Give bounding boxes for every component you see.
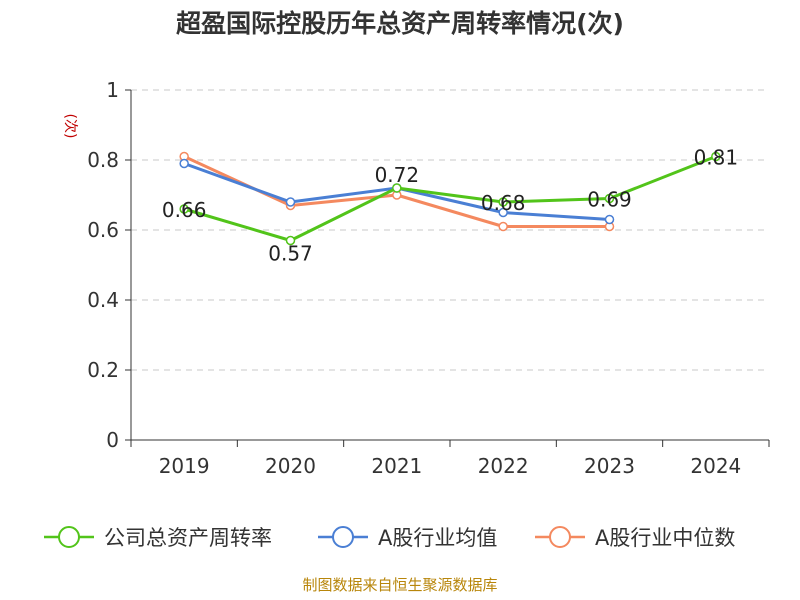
source-footer: 制图数据来自恒生聚源数据库 [302,576,497,594]
legend-item[interactable]: A股行业均值 [318,526,497,550]
data-label: 0.72 [375,163,420,187]
chart-title: 超盈国际控股历年总资产周转率情况(次) [176,9,624,38]
x-tick-label: 2019 [159,454,210,478]
legend-label: 公司总资产周转率 [104,526,272,550]
x-tick-label: 2022 [478,454,529,478]
data-point[interactable] [392,183,402,193]
data-point[interactable] [604,214,615,225]
legend-marker [58,526,80,548]
y-tick-label: 0.6 [87,218,119,242]
data-point[interactable] [498,221,508,232]
data-label: 0.81 [694,146,739,170]
data-label: 0.66 [162,198,207,222]
legend-label: A股行业均值 [378,526,497,550]
y-tick-label: 0.2 [87,358,119,382]
y-tick-label: 0.4 [87,288,119,312]
y-axis-label: (次) [62,114,78,139]
grid-lines [131,89,769,371]
x-tick-label: 2020 [265,454,316,478]
legend-item[interactable]: A股行业中位数 [535,526,735,550]
data-label: 0.57 [268,242,313,266]
x-tick-label: 2023 [584,454,635,478]
y-tick-label: 0.8 [87,148,119,172]
data-point[interactable] [179,204,189,214]
data-point[interactable] [179,158,189,169]
data-point[interactable] [711,151,721,162]
legend[interactable]: 公司总资产周转率 A股行业均值 A股行业中位数 [44,526,735,550]
legend-marker [549,526,571,548]
y-tick-label: 0 [106,428,119,452]
data-labels: 0.66 0.57 0.72 0.68 0.69 0.81 [162,146,738,266]
data-point[interactable] [285,197,296,207]
data-label: 0.69 [587,188,632,212]
x-tick-label: 2021 [371,454,422,478]
series-line [183,155,717,242]
series-lines [179,151,721,246]
x-tick-label: 2024 [690,454,741,478]
legend-marker [332,526,354,548]
data-point[interactable] [604,193,615,204]
series-0 [179,151,721,246]
y-tick-label: 1 [106,78,119,102]
data-point[interactable] [498,197,508,207]
data-point[interactable] [285,235,296,246]
data-label: 0.68 [481,191,526,215]
legend-item[interactable]: 公司总资产周转率 [44,526,272,550]
data-point[interactable] [498,207,508,218]
legend-label: A股行业中位数 [595,526,735,550]
